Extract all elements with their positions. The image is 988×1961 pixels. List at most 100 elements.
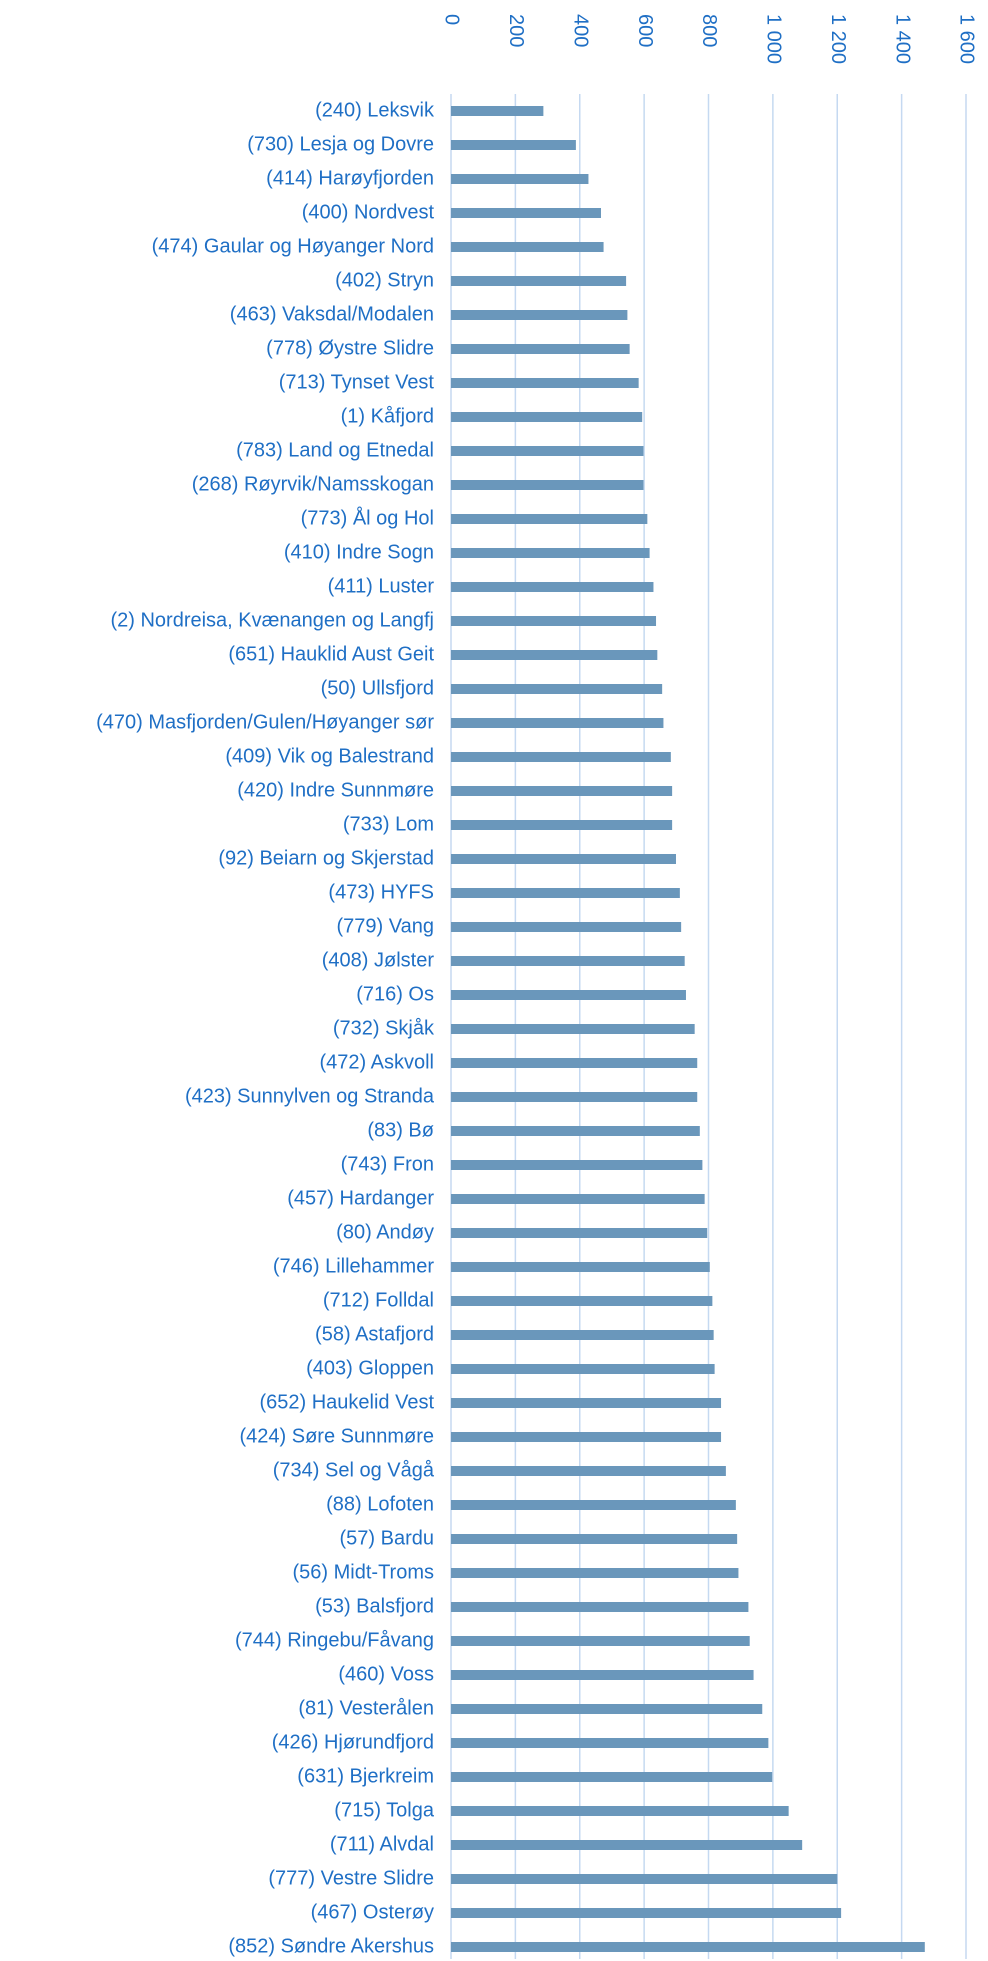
y-tick-label: (852) Søndre Akershus (228, 1935, 434, 1957)
bar (451, 208, 601, 218)
bar (451, 1670, 754, 1680)
bar (451, 446, 644, 456)
y-tick-label: (410) Indre Sogn (284, 541, 434, 563)
bar (451, 548, 650, 558)
y-tick-label: (81) Vesterålen (298, 1697, 434, 1719)
y-tick-label: (53) Balsfjord (315, 1595, 434, 1617)
y-tick-label: (1) Kåfjord (341, 405, 434, 427)
y-tick-label: (80) Andøy (336, 1221, 434, 1243)
x-tick-label: 0 (441, 14, 463, 25)
bar (451, 106, 544, 116)
y-tick-label: (88) Lofoten (326, 1493, 434, 1515)
y-tick-label: (743) Fron (341, 1153, 434, 1175)
x-tick-label: 1 400 (891, 14, 913, 64)
bar (451, 140, 576, 150)
bar (451, 1874, 838, 1884)
x-tick-label: 1 200 (827, 14, 849, 64)
y-tick-label: (777) Vestre Slidre (268, 1867, 434, 1889)
bar (451, 1942, 925, 1952)
y-tick-label: (411) Luster (328, 575, 435, 597)
y-tick-label: (457) Hardanger (287, 1187, 434, 1209)
y-tick-label: (779) Vang (337, 915, 434, 937)
bar (451, 1704, 763, 1714)
y-tick-label: (423) Sunnylven og Stranda (185, 1085, 435, 1107)
bar (451, 786, 673, 796)
y-tick-label: (715) Tolga (334, 1799, 435, 1821)
bar (451, 1228, 708, 1238)
bar (451, 514, 648, 524)
bar (451, 1058, 698, 1068)
y-tick-label: (92) Beiarn og Skjerstad (218, 847, 434, 869)
y-tick-label: (470) Masfjorden/Gulen/Høyanger sør (96, 711, 434, 733)
y-tick-label: (268) Røyrvik/Namsskogan (192, 473, 434, 495)
y-tick-label: (744) Ringebu/Fåvang (235, 1629, 434, 1651)
y-tick-label: (408) Jølster (322, 949, 435, 971)
bar (451, 854, 676, 864)
bar (451, 820, 673, 830)
y-tick-label: (474) Gaular og Høyanger Nord (152, 235, 434, 257)
bar (451, 1364, 715, 1374)
y-tick-label: (472) Askvoll (320, 1051, 435, 1073)
bar (451, 242, 604, 252)
y-tick-label: (713) Tynset Vest (279, 371, 435, 393)
bar (451, 1296, 713, 1306)
x-tick-label: 800 (698, 14, 720, 47)
y-tick-label: (783) Land og Etnedal (236, 439, 434, 461)
y-tick-label: (414) Harøyfjorden (266, 167, 434, 189)
y-tick-label: (424) Søre Sunnmøre (239, 1425, 434, 1447)
x-tick-label: 200 (505, 14, 527, 47)
y-tick-label: (426) Hjørundfjord (272, 1731, 434, 1753)
y-tick-label: (716) Os (356, 983, 434, 1005)
x-tick-label: 1 600 (956, 14, 978, 64)
x-tick-label: 400 (569, 14, 591, 47)
y-tick-label: (402) Stryn (335, 269, 434, 291)
bar (451, 1330, 714, 1340)
bar (451, 650, 658, 660)
x-tick-label: 600 (634, 14, 656, 47)
bar (451, 1568, 739, 1578)
bar (451, 1466, 726, 1476)
y-tick-label: (57) Bardu (340, 1527, 435, 1549)
y-tick-label: (712) Folldal (323, 1289, 434, 1311)
y-tick-label: (651) Hauklid Aust Geit (228, 643, 434, 665)
y-tick-label: (400) Nordvest (302, 201, 435, 223)
y-tick-label: (56) Midt-Troms (293, 1561, 434, 1583)
y-tick-label: (652) Haukelid Vest (259, 1391, 434, 1413)
bar (451, 684, 663, 694)
y-tick-label: (2) Nordreisa, Kvænangen og Langfj (110, 609, 434, 631)
bar (451, 1636, 750, 1646)
y-tick-label: (50) Ullsfjord (321, 677, 434, 699)
bar (451, 1160, 703, 1170)
bar (451, 344, 630, 354)
bar (451, 1092, 698, 1102)
y-tick-label: (240) Leksvik (315, 99, 435, 121)
bar (451, 1024, 695, 1034)
bar (451, 1840, 803, 1850)
bar (451, 174, 589, 184)
y-tick-label: (83) Bø (367, 1119, 434, 1141)
bar (451, 616, 657, 626)
y-tick-label: (463) Vaksdal/Modalen (230, 303, 434, 325)
y-tick-label: (403) Gloppen (306, 1357, 434, 1379)
bar (451, 922, 682, 932)
y-tick-label: (732) Skjåk (333, 1017, 435, 1039)
y-tick-label: (460) Voss (338, 1663, 434, 1685)
bar (451, 1262, 710, 1272)
bar (451, 752, 671, 762)
y-tick-label: (473) HYFS (328, 881, 434, 903)
bar (451, 1126, 700, 1136)
bar (451, 1398, 722, 1408)
y-tick-label: (420) Indre Sunnmøre (237, 779, 434, 801)
y-tick-label: (733) Lom (343, 813, 434, 835)
y-tick-label: (773) Ål og Hol (301, 506, 434, 529)
bar (451, 990, 686, 1000)
y-tick-label: (734) Sel og Vågå (273, 1459, 435, 1481)
bar (451, 1772, 773, 1782)
bar (451, 480, 644, 490)
bar (451, 310, 628, 320)
bar (451, 378, 639, 388)
y-tick-label: (58) Astafjord (315, 1323, 434, 1345)
bar (451, 1500, 736, 1510)
y-tick-label: (409) Vik og Balestrand (225, 745, 434, 767)
